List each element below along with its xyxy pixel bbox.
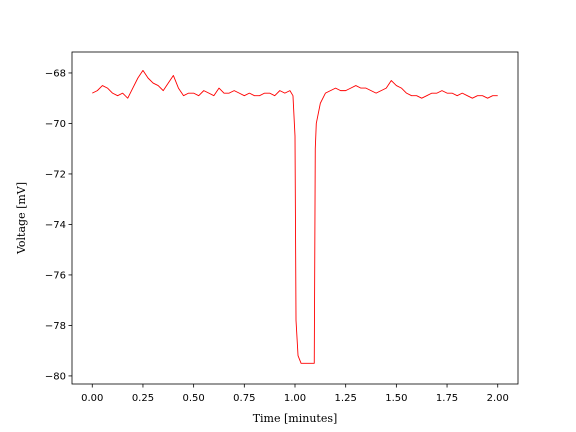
y-tick-label: −74 bbox=[45, 220, 66, 231]
x-tick-label: 2.00 bbox=[487, 393, 509, 404]
x-tick-label: 0.75 bbox=[233, 393, 255, 404]
x-tick-label: 0.25 bbox=[132, 393, 154, 404]
x-tick-label: 1.50 bbox=[385, 393, 407, 404]
x-axis-label: Time [minutes] bbox=[253, 412, 338, 425]
x-tick-label: 1.25 bbox=[335, 393, 357, 404]
x-tick-label: 1.00 bbox=[284, 393, 306, 404]
x-tick-label: 0.50 bbox=[183, 393, 205, 404]
y-tick-label: −80 bbox=[45, 371, 66, 382]
axes-frame bbox=[71, 51, 519, 385]
y-tick-label: −72 bbox=[45, 169, 66, 180]
y-tick-label: −70 bbox=[45, 119, 66, 130]
y-tick-label: −76 bbox=[45, 270, 66, 281]
x-tick-label: 1.75 bbox=[436, 393, 458, 404]
x-tick-label: 0.00 bbox=[81, 393, 103, 404]
y-axis-label: Voltage [mV] bbox=[15, 182, 28, 255]
y-tick-label: −68 bbox=[45, 68, 66, 79]
y-tick-label: −78 bbox=[45, 321, 66, 332]
data-line bbox=[92, 69, 498, 364]
